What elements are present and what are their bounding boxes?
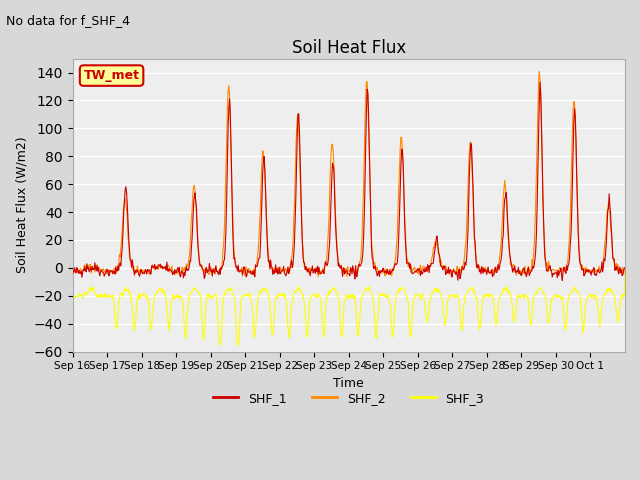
X-axis label: Time: Time: [333, 377, 364, 390]
Text: TW_met: TW_met: [84, 69, 140, 82]
Legend: SHF_1, SHF_2, SHF_3: SHF_1, SHF_2, SHF_3: [209, 387, 489, 410]
Title: Soil Heat Flux: Soil Heat Flux: [292, 39, 406, 57]
Y-axis label: Soil Heat Flux (W/m2): Soil Heat Flux (W/m2): [15, 137, 28, 273]
Text: No data for f_SHF_4: No data for f_SHF_4: [6, 14, 131, 27]
